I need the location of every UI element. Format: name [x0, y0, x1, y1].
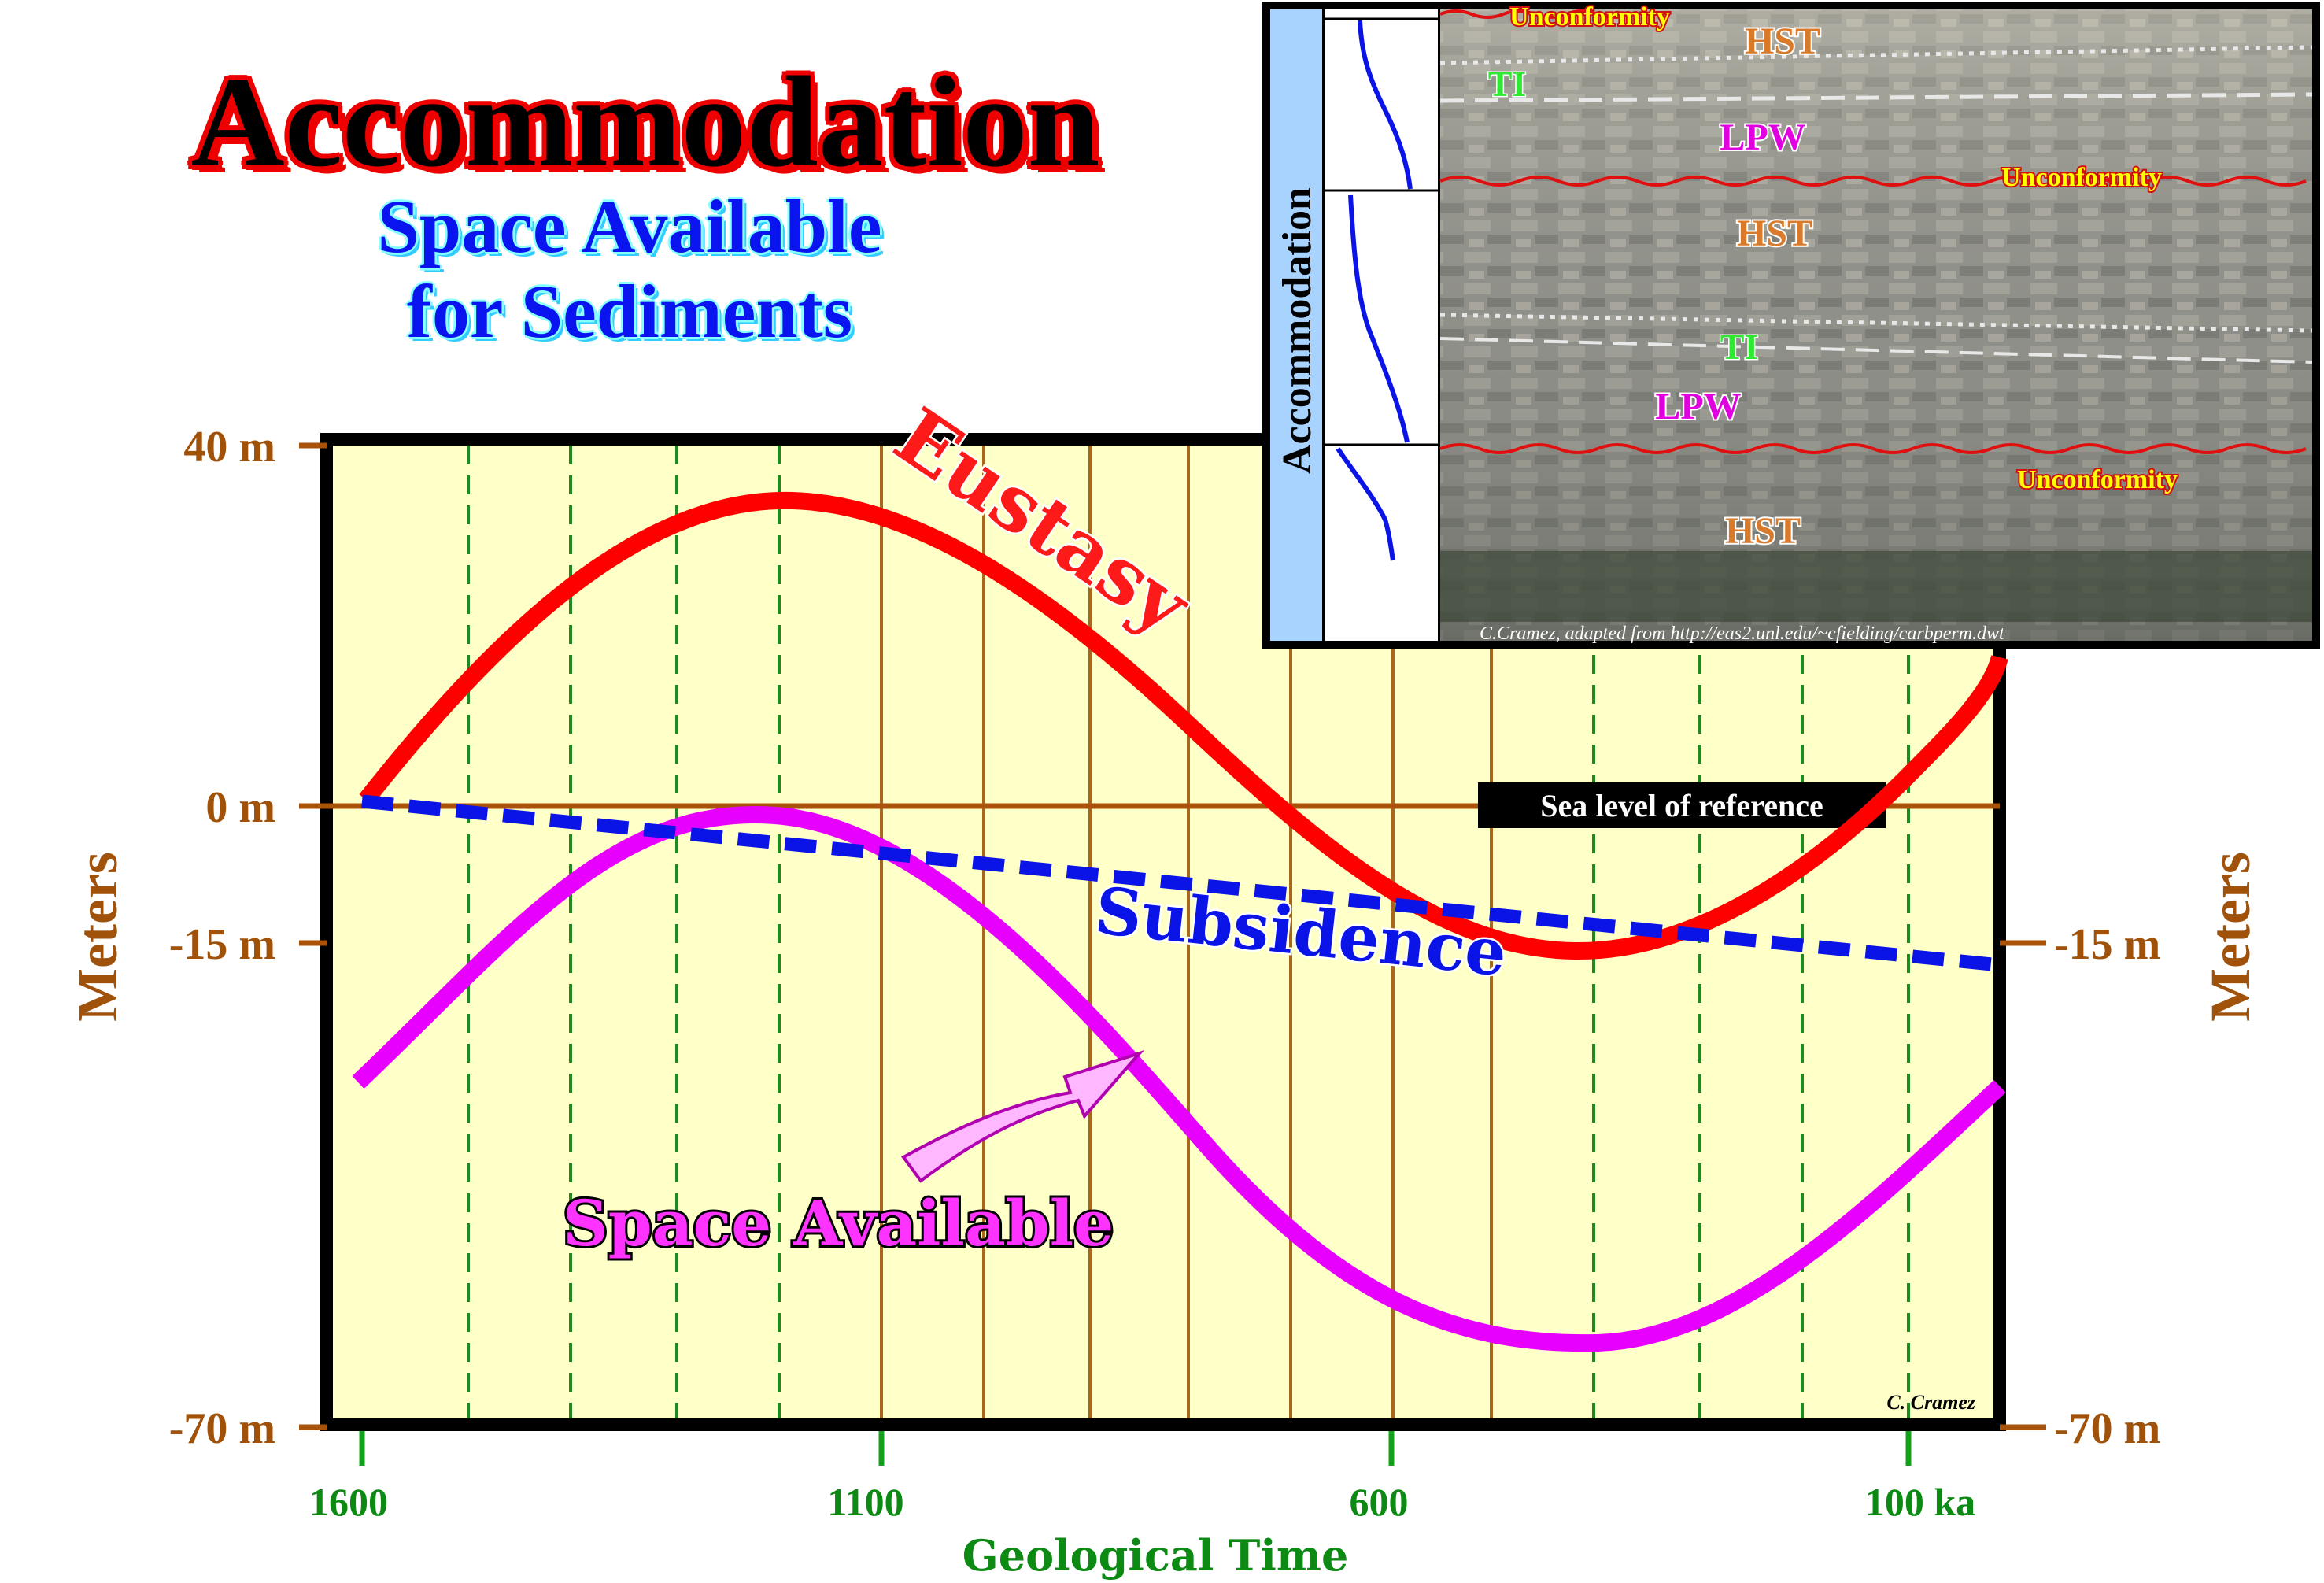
inset-column-label: Accommodation	[1275, 187, 1320, 474]
x-axis: 1600 1100 600 100 ka Geological Time	[309, 1431, 1975, 1581]
y-axis-label-right: Meters	[2199, 852, 2262, 1022]
y-axis-right: -15 m -70 m Meters	[2000, 852, 2262, 1453]
subsidence-line	[361, 794, 2001, 972]
inset-label-hst-1: HST	[1745, 20, 1820, 62]
inset-label-lpw-2: LPW	[1655, 386, 1741, 427]
inset-label-ti-2: TI	[1720, 327, 1759, 367]
inset-label-hst-3: HST	[1725, 510, 1801, 552]
inset-curve-1	[1358, 20, 1413, 190]
page-title: Accommodation	[190, 50, 1100, 194]
inset-label-unconformity-3: Unconformity	[2017, 465, 2178, 494]
y-tick-left-0: 0 m	[205, 783, 275, 832]
x-tick-100ka: 100 ka	[1865, 1480, 1975, 1524]
inset-label-unconformity-top: Unconformity	[1509, 2, 1670, 31]
inset-credit: C.Cramez, adapted from http://eas2.unl.e…	[1480, 623, 2005, 644]
credit-main: C. Cramez	[1886, 1391, 1976, 1414]
space-available-curve	[352, 805, 2006, 1352]
inset-label-hst-2: HST	[1737, 213, 1812, 254]
inset-label-column	[1270, 9, 1322, 641]
y-tick-right-minus70: -70 m	[2054, 1404, 2160, 1453]
inset-curve-3	[1336, 447, 1395, 561]
inset-curve-column	[1324, 9, 1438, 641]
x-tick-1100: 1100	[827, 1480, 903, 1524]
arrow-icon	[901, 1049, 1145, 1183]
subtitle-line-2: for Sediments	[406, 269, 853, 353]
space-available-label: Space Available	[563, 1186, 1114, 1260]
inset-label-unconformity-2: Unconformity	[2001, 163, 2162, 192]
inset-label-lpw-1: LPW	[1720, 117, 1805, 158]
eustasy-curve	[359, 491, 2008, 960]
inset-panel: Accommodation Unconformity HST TI LPW Un…	[1262, 1, 2320, 649]
y-axis-left: 40 m 0 m -15 m -70 m Meters	[66, 423, 327, 1453]
sea-level-label: Sea level of reference	[1540, 788, 1823, 823]
y-tick-left-minus15: -15 m	[169, 920, 275, 969]
y-tick-right-minus15: -15 m	[2054, 920, 2160, 969]
inset-curve-2	[1348, 194, 1410, 443]
x-tick-600: 600	[1350, 1480, 1409, 1524]
x-tick-1600: 1600	[309, 1480, 388, 1524]
y-tick-left-40: 40 m	[183, 423, 275, 472]
inset-label-ti-1: TI	[1488, 64, 1527, 104]
subtitle-line-1: Space Available	[377, 184, 882, 268]
sea-level-label-box	[1478, 782, 1886, 828]
y-axis-label-left: Meters	[66, 852, 129, 1022]
x-axis-label: Geological Time	[962, 1530, 1349, 1581]
y-tick-left-minus70: -70 m	[169, 1404, 275, 1453]
